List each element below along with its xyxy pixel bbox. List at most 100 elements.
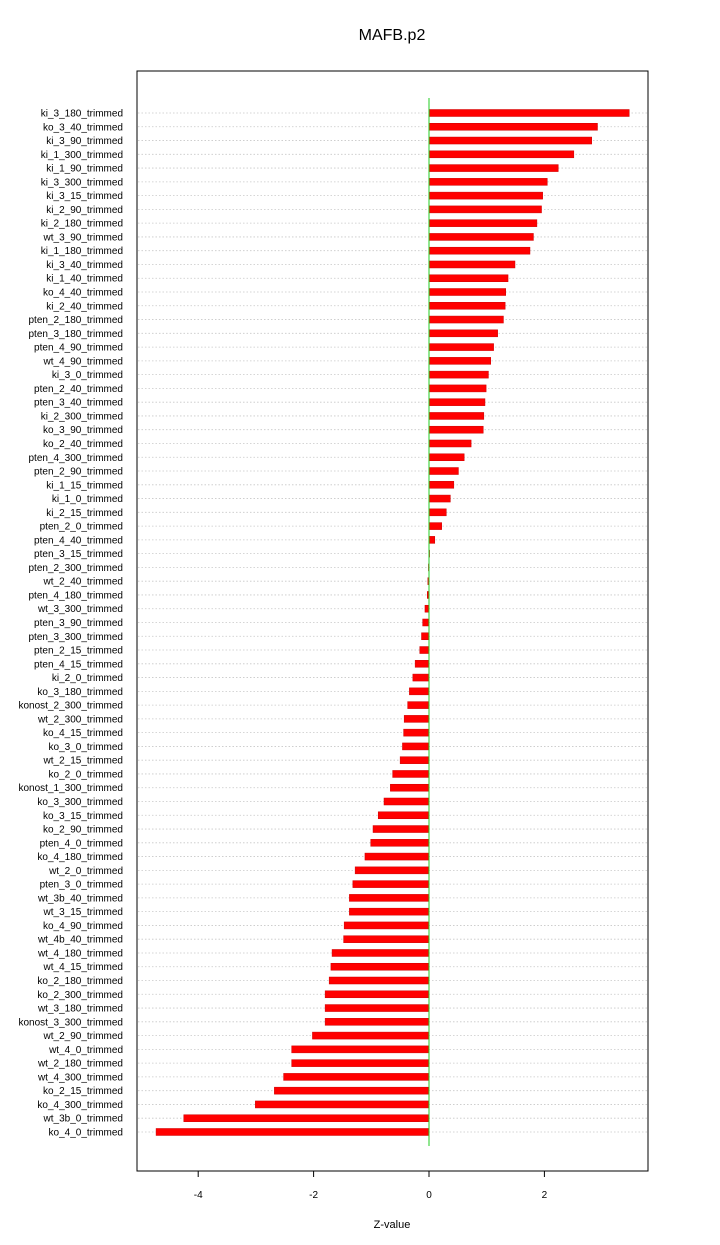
bar [421, 632, 430, 641]
category-label: pten_3_0_trimmed [40, 880, 123, 891]
category-label: pten_3_300_trimmed [28, 632, 123, 643]
category-label: ko_4_180_trimmed [37, 852, 123, 863]
category-label: wt_3_90_trimmed [43, 232, 123, 243]
bar [312, 1031, 430, 1040]
bar [414, 660, 430, 668]
category-label: ko_4_90_trimmed [43, 921, 123, 932]
bar [155, 1128, 430, 1136]
category-label: ki_1_40_trimmed [46, 274, 123, 285]
bar [364, 852, 430, 861]
bar [428, 205, 542, 214]
category-label: ki_1_0_trimmed [52, 494, 123, 505]
category-label: wt_4_300_trimmed [37, 1072, 123, 1083]
plot-frame [136, 70, 649, 1172]
bar [349, 907, 430, 916]
category-label: ko_4_40_trimmed [43, 288, 123, 299]
bar [428, 150, 575, 159]
bar [428, 522, 442, 530]
bar [392, 770, 430, 778]
category-label: wt_2_180_trimmed [37, 1059, 123, 1070]
bar [372, 825, 430, 833]
bar [428, 123, 598, 131]
bar [399, 756, 430, 764]
bar [428, 178, 548, 186]
x-tick-label: 2 [542, 1190, 548, 1201]
category-label: ki_3_300_trimmed [41, 177, 123, 188]
bar [328, 976, 430, 985]
category-label: wt_4_180_trimmed [37, 948, 123, 959]
category-label: pten_2_180_trimmed [28, 315, 123, 326]
bar [428, 439, 472, 448]
bar [428, 384, 487, 393]
category-label: wt_4_0_trimmed [48, 1045, 123, 1056]
category-label: ki_2_0_trimmed [52, 673, 123, 684]
category-label: ki_2_40_trimmed [46, 301, 123, 312]
bar [291, 1059, 430, 1067]
bar [419, 646, 430, 654]
bar [428, 329, 498, 338]
bar [428, 191, 543, 200]
category-label: pten_4_0_trimmed [40, 838, 123, 849]
bar [428, 164, 559, 172]
bar [324, 1004, 430, 1012]
category-label: pten_3_15_trimmed [34, 549, 123, 560]
category-label: ko_3_40_trimmed [43, 122, 123, 133]
category-label: wt_2_40_trimmed [43, 577, 123, 588]
category-label: pten_3_180_trimmed [28, 329, 123, 340]
bar [183, 1114, 430, 1122]
category-label: ki_3_0_trimmed [52, 370, 123, 381]
category-label: wt_4_15_trimmed [43, 962, 123, 973]
x-axis-title: Z-value [374, 1219, 411, 1231]
bar [422, 618, 430, 627]
bar [324, 1018, 430, 1026]
category-label: pten_4_90_trimmed [34, 343, 123, 354]
category-label: ko_4_15_trimmed [43, 728, 123, 739]
category-label: wt_2_0_trimmed [48, 866, 123, 877]
category-label: ko_2_15_trimmed [43, 1086, 123, 1097]
bar [383, 797, 430, 806]
bar [330, 962, 430, 971]
bar [407, 701, 430, 709]
bar [428, 274, 509, 282]
category-label: pten_2_300_trimmed [28, 563, 123, 574]
x-tick-label: -2 [309, 1190, 318, 1201]
category-label: ko_4_0_trimmed [49, 1127, 123, 1138]
x-tick-label: 0 [426, 1190, 432, 1201]
bar [354, 866, 430, 875]
category-label: pten_3_90_trimmed [34, 618, 123, 629]
bar [428, 398, 486, 406]
bar [343, 921, 430, 930]
category-label: ko_3_15_trimmed [43, 811, 123, 822]
bar [428, 494, 451, 503]
category-label: wt_3b_40_trimmed [37, 893, 123, 904]
bar [428, 467, 459, 475]
category-label: ki_2_15_trimmed [46, 508, 123, 519]
bar [291, 1045, 430, 1054]
bar [428, 109, 630, 117]
category-label: wt_4b_40_trimmed [37, 935, 123, 946]
category-label: ki_1_300_trimmed [41, 150, 123, 161]
category-label: ko_3_0_trimmed [49, 742, 123, 753]
bars [155, 109, 630, 1136]
category-label: ko_2_40_trimmed [43, 439, 123, 450]
bar [428, 136, 592, 145]
bar [424, 604, 430, 613]
category-label: wt_4_90_trimmed [43, 356, 123, 367]
category-label: ki_2_300_trimmed [41, 411, 123, 422]
category-label: pten_2_90_trimmed [34, 467, 123, 478]
grid-lines [138, 112, 647, 1133]
category-label: wt_3_180_trimmed [37, 1004, 123, 1015]
bar [428, 315, 504, 324]
bar [428, 425, 484, 434]
category-label: ki_3_90_trimmed [46, 136, 123, 147]
category-labels: ki_3_180_trimmed ko_3_40_trimmed ki_3_90_t… [18, 109, 123, 1139]
category-label: konost_2_300_trimmed [18, 701, 123, 712]
category-label: wt_3_300_trimmed [37, 604, 123, 615]
category-label: ko_3_300_trimmed [37, 797, 123, 808]
bar [428, 357, 491, 365]
bar [428, 481, 455, 489]
category-label: pten_4_15_trimmed [34, 659, 123, 670]
bar [428, 343, 494, 351]
bar [428, 508, 447, 517]
